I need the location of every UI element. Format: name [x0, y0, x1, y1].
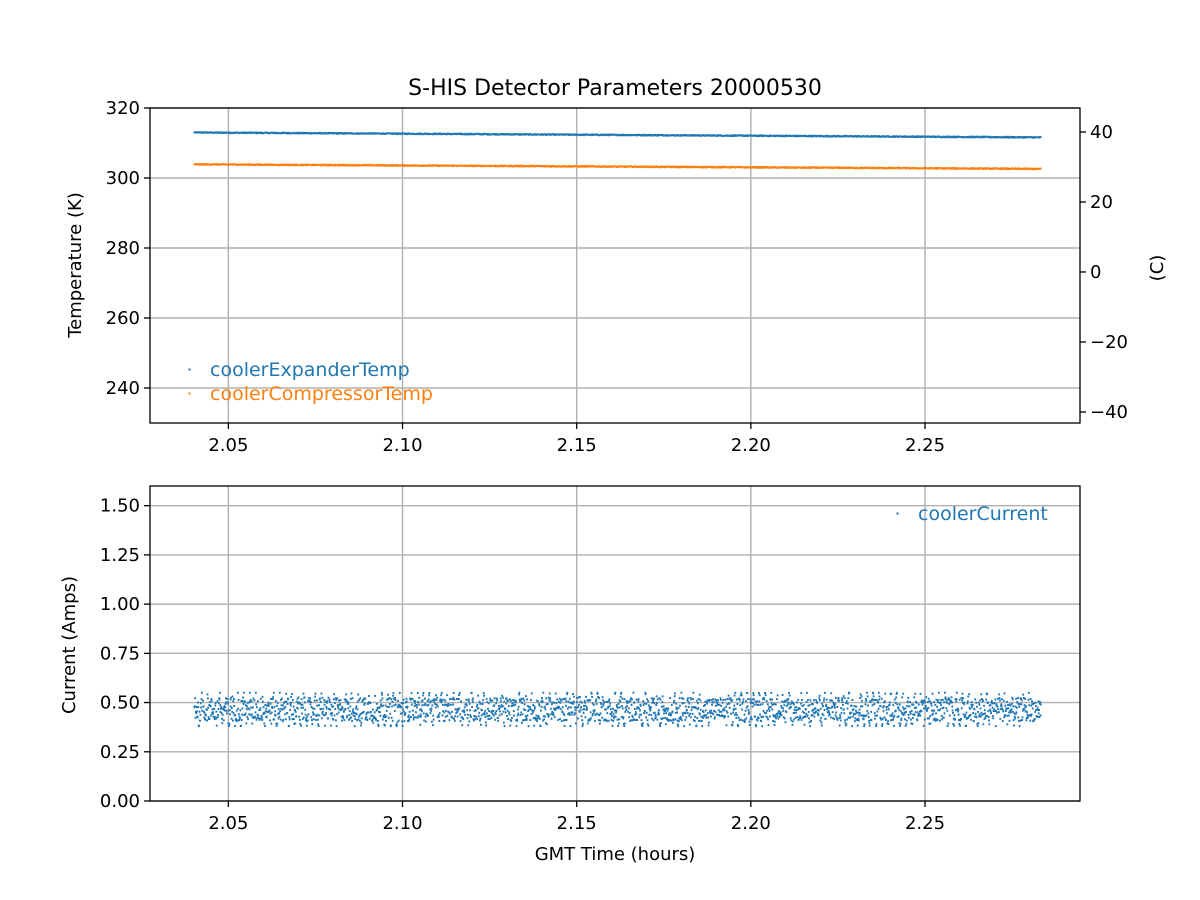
legend-marker-compressor — [188, 392, 191, 395]
top-y-axis: 240 260 280 300 320 — [106, 98, 150, 399]
top-x-tick-label: 2.10 — [382, 435, 422, 456]
series-coolerCompressorTemp — [193, 162, 1042, 171]
legend-label-compressor: coolerCompressorTemp — [210, 383, 433, 405]
bottom-x-tick-label: 2.15 — [557, 813, 597, 834]
top-y2-tick-label: 40 — [1090, 122, 1113, 143]
bottom-y-tick-label: 1.50 — [100, 496, 140, 517]
bottom-x-tick-label: 2.05 — [208, 813, 248, 834]
top-y2-tick-label: −40 — [1090, 402, 1128, 423]
top-y-axis-label: Temperature (K) — [65, 192, 86, 339]
bottom-panel: 2.05 2.10 2.15 2.20 2.25 0.00 0.25 0.50 0.75 1.0… — [59, 485, 1081, 865]
legend-label-current: coolerCurrent — [918, 503, 1048, 525]
bottom-x-tick-label: 2.25 — [905, 813, 945, 834]
legend-label-expander: coolerExpanderTemp — [210, 359, 410, 381]
bottom-legend: coolerCurrent — [896, 503, 1048, 525]
series-coolerExpanderTemp — [193, 131, 1042, 139]
legend-marker-expander — [188, 368, 191, 371]
top-y2-tick-label: 20 — [1090, 192, 1113, 213]
top-y-tick-label: 300 — [106, 168, 140, 189]
bottom-x-tick-label: 2.10 — [382, 813, 422, 834]
top-y2-axis-label: (C) — [1147, 255, 1168, 282]
bottom-y-axis-label: Current (Amps) — [59, 576, 80, 714]
bottom-y-tick-label: 1.00 — [100, 594, 140, 615]
top-y-tick-label: 320 — [106, 98, 140, 119]
bottom-x-tick-label: 2.20 — [731, 813, 771, 834]
top-x-tick-label: 2.05 — [208, 435, 248, 456]
bottom-y-tick-label: 0.25 — [100, 742, 140, 763]
top-x-tick-label: 2.15 — [557, 435, 597, 456]
bottom-y-tick-label: 0.50 — [100, 693, 140, 714]
bottom-y-tick-label: 0.00 — [100, 791, 140, 812]
bottom-x-axis: 2.05 2.10 2.15 2.20 2.25 — [208, 801, 945, 834]
bottom-plot-points — [193, 691, 1042, 728]
bottom-y-tick-label: 0.75 — [100, 643, 140, 664]
legend-marker-current — [896, 512, 899, 515]
top-y2-tick-label: −20 — [1090, 332, 1128, 353]
top-plot-points — [193, 131, 1042, 171]
top-y-tick-label: 260 — [106, 308, 140, 329]
bottom-plot-frame — [149, 485, 1081, 802]
top-x-axis: 2.05 2.10 2.15 2.20 2.25 — [208, 423, 945, 456]
chart-title: S-HIS Detector Parameters 20000530 — [408, 76, 822, 101]
top-legend: coolerExpanderTemp coolerCompressorTemp — [188, 359, 433, 405]
top-y-tick-label: 240 — [106, 378, 140, 399]
top-y2-axis: −40 −20 0 20 40 — [1080, 122, 1128, 423]
bottom-x-axis-label: GMT Time (hours) — [535, 844, 696, 865]
top-y-tick-label: 280 — [106, 238, 140, 259]
top-panel: 2.05 2.10 2.15 2.20 2.25 240 260 280 300 320 −40… — [65, 98, 1168, 456]
top-x-tick-label: 2.25 — [905, 435, 945, 456]
series-coolerCurrent — [193, 691, 1042, 728]
top-plot-frame — [149, 107, 1081, 424]
top-y2-tick-label: 0 — [1090, 262, 1101, 283]
bottom-y-axis: 0.00 0.25 0.50 0.75 1.00 1.25 1.50 — [100, 496, 150, 812]
bottom-y-tick-label: 1.25 — [100, 545, 140, 566]
top-x-tick-label: 2.20 — [731, 435, 771, 456]
